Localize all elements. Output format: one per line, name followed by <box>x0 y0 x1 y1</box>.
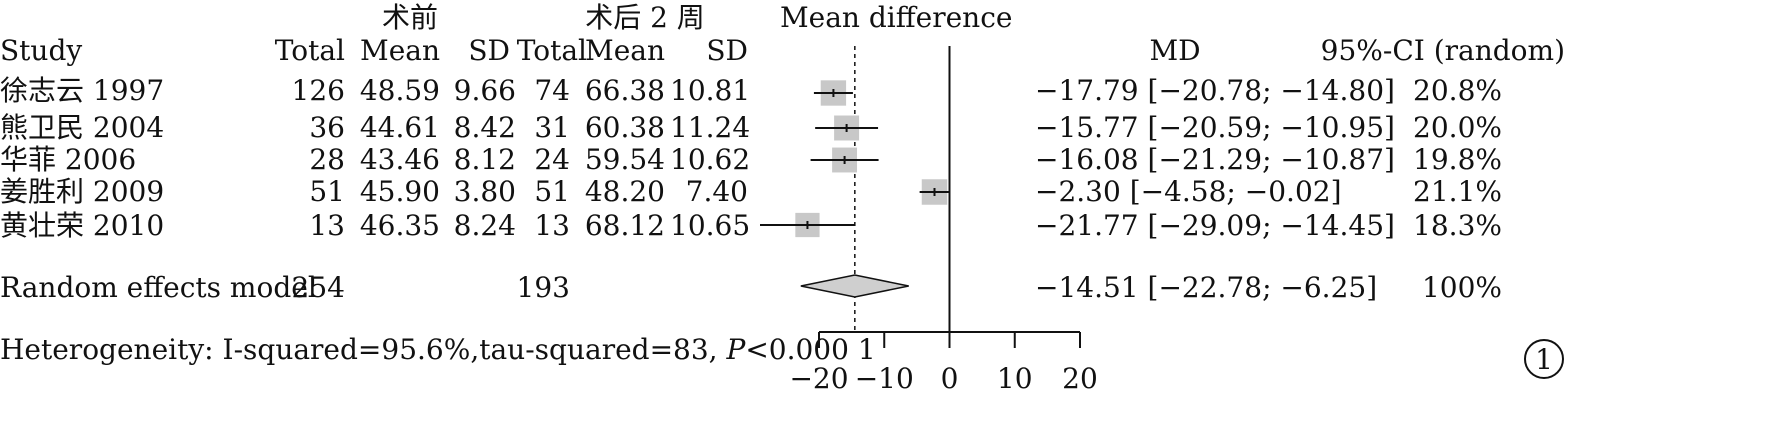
summary-pre-total: 254 <box>291 271 345 304</box>
plot-header: Mean difference <box>780 1 1013 34</box>
post-mean: 68.12 <box>584 209 665 242</box>
study-name: 熊卫民 2004 <box>0 111 165 144</box>
ci-text: −21.77 [−29.09; −14.45] <box>1035 209 1395 242</box>
col-header-post-total: Total <box>516 34 587 67</box>
col-header-pre-total: Total <box>274 34 345 67</box>
p-value: <0.000 1 <box>745 333 876 366</box>
p-symbol: P <box>726 333 746 366</box>
x-tick-label: −20 <box>789 362 848 395</box>
summary-ci-text: −14.51 [−22.78; −6.25] <box>1035 271 1378 304</box>
col-header-pre-mean: Mean <box>360 34 440 67</box>
ci-text: −2.30 [−4.58; −0.02] <box>1035 175 1342 208</box>
x-tick-label: −10 <box>855 362 914 395</box>
x-tick-label: 0 <box>941 362 959 395</box>
weight: 18.3% <box>1413 209 1502 242</box>
pre-mean: 48.59 <box>359 74 440 107</box>
pre-total: 13 <box>309 209 345 242</box>
group-header-post: 术后 2 周 <box>585 1 705 34</box>
post-mean: 60.38 <box>584 111 665 144</box>
pre-sd: 8.42 <box>453 111 516 144</box>
pre-sd: 9.66 <box>453 74 516 107</box>
pre-total: 51 <box>309 175 345 208</box>
post-sd: 7.40 <box>685 175 748 208</box>
post-sd: 10.62 <box>670 143 751 176</box>
post-sd: 10.81 <box>670 74 751 107</box>
col-header-md: MD <box>1149 34 1201 67</box>
group-header-pre: 术前 <box>381 1 438 34</box>
col-header-pre-sd: SD <box>468 34 510 67</box>
pre-mean: 46.35 <box>359 209 440 242</box>
post-total: 31 <box>534 111 570 144</box>
post-total: 74 <box>534 74 570 107</box>
post-mean: 59.54 <box>584 143 665 176</box>
study-name: 姜胜利 2009 <box>0 175 165 208</box>
post-total: 24 <box>534 143 570 176</box>
study-name: 黄壮荣 2010 <box>0 209 165 242</box>
pre-sd: 8.12 <box>453 143 516 176</box>
summary-label: Random effects model <box>0 271 317 304</box>
heterogeneity-text: Heterogeneity: I-squared=95.6%,tau-squar… <box>0 334 876 366</box>
pre-total: 28 <box>309 143 345 176</box>
post-total: 13 <box>534 209 570 242</box>
post-sd: 10.65 <box>670 209 751 242</box>
study-name: 徐志云 1997 <box>0 74 165 107</box>
pre-total: 36 <box>309 111 345 144</box>
post-sd: 11.24 <box>670 111 751 144</box>
heterogeneity-prefix: Heterogeneity: I-squared=95.6%,tau-squar… <box>0 333 727 366</box>
x-tick-label: 10 <box>997 362 1033 395</box>
figure-label: 1 <box>1535 343 1553 376</box>
x-tick-label: 20 <box>1062 362 1098 395</box>
weight: 21.1% <box>1413 175 1502 208</box>
summary-post-total: 193 <box>516 271 570 304</box>
post-total: 51 <box>534 175 570 208</box>
pre-total: 126 <box>291 74 345 107</box>
summary-weight: 100% <box>1421 271 1502 304</box>
post-mean: 48.20 <box>584 175 665 208</box>
col-header-study: Study <box>0 34 83 67</box>
pre-mean: 43.46 <box>359 143 440 176</box>
pre-mean: 45.90 <box>359 175 440 208</box>
ci-text: −15.77 [−20.59; −10.95] <box>1035 111 1395 144</box>
pre-mean: 44.61 <box>359 111 440 144</box>
weight: 19.8% <box>1413 143 1502 176</box>
figure-label-circle: 1 <box>1524 339 1564 379</box>
weight: 20.8% <box>1413 74 1502 107</box>
col-header-post-mean: Mean <box>585 34 665 67</box>
pre-sd: 3.80 <box>453 175 516 208</box>
ci-text: −17.79 [−20.78; −14.80] <box>1035 74 1395 107</box>
col-header-ci: 95%-CI (random) <box>1320 34 1565 67</box>
weight: 20.0% <box>1413 111 1502 144</box>
summary-diamond <box>800 274 909 298</box>
post-mean: 66.38 <box>584 74 665 107</box>
study-name: 华菲 2006 <box>0 143 137 176</box>
col-header-post-sd: SD <box>706 34 748 67</box>
pre-sd: 8.24 <box>453 209 516 242</box>
ci-text: −16.08 [−21.29; −10.87] <box>1035 143 1395 176</box>
